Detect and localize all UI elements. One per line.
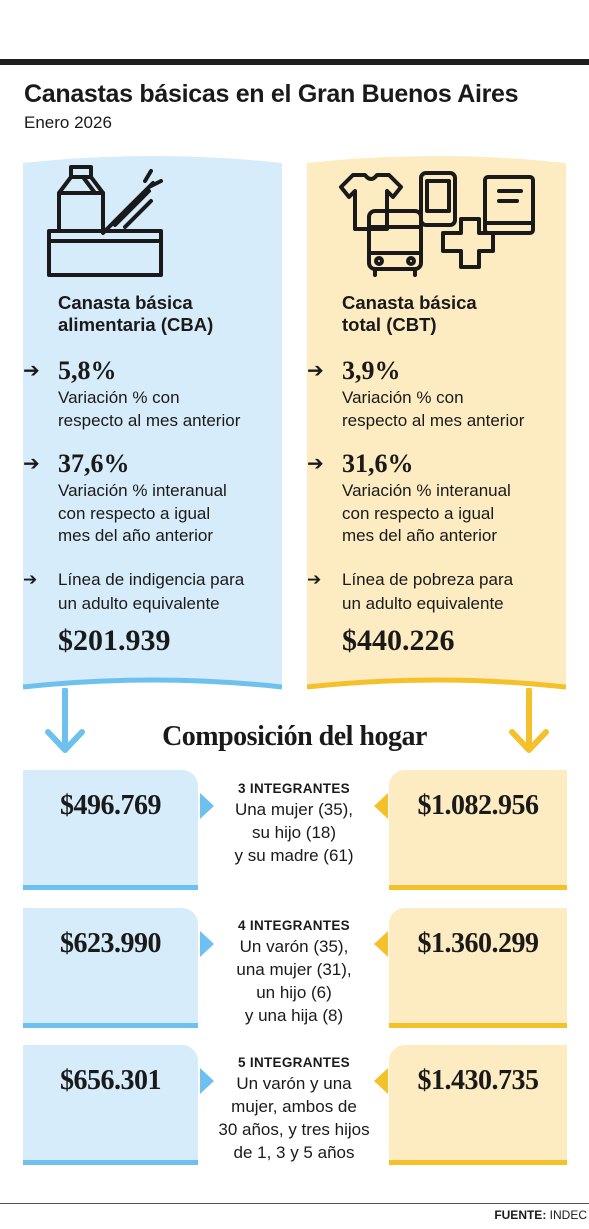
desc-line: un adulto equivalente bbox=[58, 594, 220, 613]
cbt-monthly-desc: Variación % con respecto al mes anterior bbox=[342, 387, 524, 432]
cbt-monthly-pct: 3,9% bbox=[342, 356, 401, 385]
desc-line: respecto al mes anterior bbox=[58, 410, 241, 430]
cba-panel: Canasta básica alimentaria (CBA) ➔ 5,8% … bbox=[23, 155, 282, 695]
household-cbt-box: $1.360.299 bbox=[389, 908, 567, 1028]
household-cbt-amount: $1.082.956 bbox=[417, 790, 540, 821]
household-cba-box: $656.301 bbox=[23, 1045, 198, 1165]
household-cba-amount: $623.990 bbox=[60, 928, 162, 959]
cbt-title-line1: Canasta básica bbox=[342, 292, 477, 313]
triangle-left-icon bbox=[374, 1068, 388, 1094]
source-credit: FUENTE: INDEC bbox=[494, 1208, 587, 1222]
desc-line: mes del año anterior bbox=[342, 526, 497, 545]
page-title: Canastas básicas en el Gran Buenos Aires bbox=[24, 80, 519, 108]
down-arrow-blue-icon bbox=[45, 688, 85, 753]
household-members: Un varón y una mujer, ambos de 30 años, … bbox=[205, 1072, 383, 1164]
members-line: un hijo (6) bbox=[256, 983, 332, 1002]
triangle-right-icon bbox=[200, 931, 214, 957]
arrow-right-icon: ➔ bbox=[307, 453, 324, 475]
arrow-right-icon: ➔ bbox=[307, 360, 324, 382]
desc-line: con respecto a igual bbox=[58, 503, 211, 523]
members-line: 30 años, y tres hijos bbox=[218, 1120, 370, 1139]
cbt-line-desc: Línea de pobreza para un adulto equivale… bbox=[342, 568, 513, 616]
members-line: y su madre (61) bbox=[234, 846, 354, 865]
household-heading: 4 INTEGRANTES bbox=[238, 918, 350, 933]
cbt-title: Canasta básica total (CBT) bbox=[342, 292, 477, 336]
household-cbt-amount: $1.430.735 bbox=[417, 1065, 540, 1096]
cbt-panel: Canasta básica total (CBT) ➔ 3,9% Variac… bbox=[307, 155, 566, 695]
cba-yearly-desc: Variación % interanual con respecto a ig… bbox=[58, 480, 227, 548]
down-arrow-yellow-icon bbox=[509, 688, 549, 753]
cbt-title-line2: total (CBT) bbox=[342, 314, 437, 335]
arrow-right-icon: ➔ bbox=[307, 570, 322, 589]
members-line: mujer, ambos de bbox=[231, 1097, 357, 1116]
desc-line: Variación % con bbox=[342, 388, 464, 407]
members-line: su hijo (18) bbox=[251, 823, 337, 842]
arrow-right-icon: ➔ bbox=[23, 453, 40, 475]
arrow-right-icon: ➔ bbox=[23, 570, 38, 589]
arrow-right-icon: ➔ bbox=[23, 360, 40, 382]
members-line: Un varón (35), bbox=[239, 937, 349, 956]
cba-line-value: $201.939 bbox=[58, 624, 171, 657]
section-title: Composición del hogar bbox=[162, 721, 427, 752]
members-line: y una hija (8) bbox=[244, 1006, 344, 1025]
household-cbt-box: $1.430.735 bbox=[389, 1045, 567, 1165]
cba-monthly-desc: Variación % con respecto al mes anterior bbox=[58, 387, 240, 432]
members-line: Un varón y una bbox=[236, 1074, 352, 1093]
household-members: Un varón (35), una mujer (31), un hijo (… bbox=[205, 935, 383, 1027]
household-cba-box: $623.990 bbox=[23, 908, 198, 1028]
triangle-left-icon bbox=[374, 931, 388, 957]
members-line: de 1, 3 y 5 años bbox=[233, 1143, 355, 1162]
desc-line: respecto al mes anterior bbox=[342, 410, 525, 430]
household-cba-amount: $496.769 bbox=[60, 790, 162, 821]
page-subtitle: Enero 2026 bbox=[24, 113, 112, 132]
household-composition: 5 INTEGRANTES Un varón y una mujer, ambo… bbox=[205, 1054, 383, 1164]
household-cba-amount: $656.301 bbox=[60, 1065, 162, 1096]
desc-line: Variación % interanual bbox=[342, 481, 511, 500]
household-composition: 4 INTEGRANTES Un varón (35), una mujer (… bbox=[205, 917, 383, 1027]
source-label: FUENTE: bbox=[494, 1208, 547, 1222]
triangle-left-icon bbox=[374, 793, 388, 819]
desc-line: un adulto equivalente bbox=[342, 594, 504, 613]
cba-panel-background bbox=[23, 156, 282, 690]
cbt-line-value: $440.226 bbox=[342, 624, 455, 657]
cba-yearly-pct: 37,6% bbox=[58, 449, 130, 478]
top-rule bbox=[0, 59, 589, 65]
members-line: una mujer (31), bbox=[236, 960, 352, 979]
desc-line: mes del año anterior bbox=[58, 526, 213, 545]
household-members: Una mujer (35), su hijo (18) y su madre … bbox=[205, 798, 383, 867]
cba-monthly-pct: 5,8% bbox=[58, 356, 117, 385]
triangle-right-icon bbox=[200, 793, 214, 819]
household-cba-box: $496.769 bbox=[23, 770, 198, 890]
desc-line: Variación % interanual bbox=[58, 481, 227, 500]
household-heading: 3 INTEGRANTES bbox=[238, 781, 350, 796]
desc-line: Línea de pobreza para bbox=[342, 570, 514, 589]
cba-title: Canasta básica alimentaria (CBA) bbox=[58, 292, 213, 336]
desc-line: Variación % con bbox=[58, 388, 180, 407]
cba-line-desc: Línea de indigencia para un adulto equiv… bbox=[58, 568, 244, 616]
cba-title-line1: Canasta básica bbox=[58, 292, 193, 313]
members-line: Una mujer (35), bbox=[234, 800, 354, 819]
household-cbt-box: $1.082.956 bbox=[389, 770, 567, 890]
desc-line: con respecto a igual bbox=[342, 503, 495, 523]
source-name: INDEC bbox=[549, 1208, 587, 1222]
household-composition: 3 INTEGRANTES Una mujer (35), su hijo (1… bbox=[205, 780, 383, 867]
cbt-yearly-desc: Variación % interanual con respecto a ig… bbox=[342, 480, 511, 548]
cbt-panel-background bbox=[307, 156, 566, 690]
household-cbt-amount: $1.360.299 bbox=[417, 928, 540, 959]
cba-title-line2: alimentaria (CBA) bbox=[58, 314, 214, 335]
goods-and-services-icon bbox=[333, 169, 543, 284]
household-heading: 5 INTEGRANTES bbox=[238, 1055, 350, 1070]
desc-line: Línea de indigencia para bbox=[58, 570, 245, 589]
triangle-right-icon bbox=[200, 1068, 214, 1094]
cbt-yearly-pct: 31,6% bbox=[342, 449, 414, 478]
grocery-basket-icon bbox=[45, 161, 165, 284]
footer-rule bbox=[0, 1203, 589, 1204]
